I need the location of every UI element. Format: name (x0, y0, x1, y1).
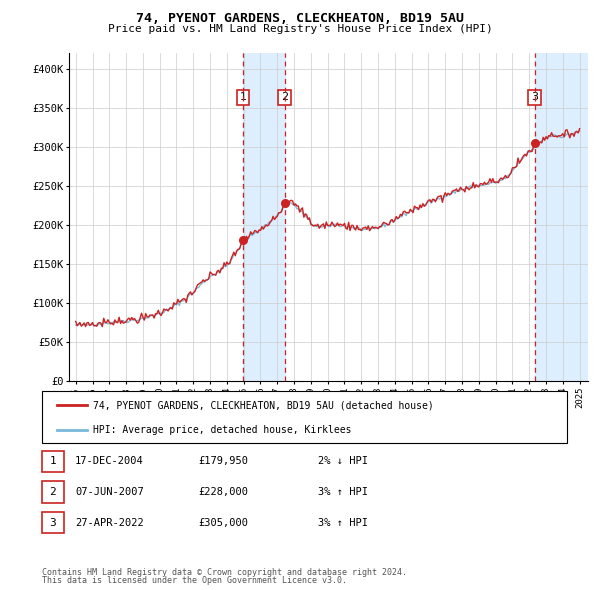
Text: £305,000: £305,000 (198, 518, 248, 527)
Bar (243, 53, 284, 381)
Text: 1: 1 (239, 92, 247, 102)
Text: 2: 2 (281, 92, 288, 102)
Text: 3% ↑ HPI: 3% ↑ HPI (318, 518, 368, 527)
Text: 27-APR-2022: 27-APR-2022 (75, 518, 144, 527)
Text: HPI: Average price, detached house, Kirklees: HPI: Average price, detached house, Kirk… (93, 425, 352, 434)
Bar (535, 53, 588, 381)
Text: 74, PYENOT GARDENS, CLECKHEATON, BD19 5AU: 74, PYENOT GARDENS, CLECKHEATON, BD19 5A… (136, 12, 464, 25)
Text: £179,950: £179,950 (198, 457, 248, 466)
Text: £228,000: £228,000 (198, 487, 248, 497)
Text: 3% ↑ HPI: 3% ↑ HPI (318, 487, 368, 497)
Text: This data is licensed under the Open Government Licence v3.0.: This data is licensed under the Open Gov… (42, 576, 347, 585)
Text: 3: 3 (531, 92, 538, 102)
Text: 2: 2 (49, 487, 56, 497)
Text: 2% ↓ HPI: 2% ↓ HPI (318, 457, 368, 466)
Text: 1: 1 (49, 457, 56, 466)
Text: 3: 3 (49, 518, 56, 527)
Text: Contains HM Land Registry data © Crown copyright and database right 2024.: Contains HM Land Registry data © Crown c… (42, 568, 407, 577)
Text: 07-JUN-2007: 07-JUN-2007 (75, 487, 144, 497)
Text: Price paid vs. HM Land Registry's House Price Index (HPI): Price paid vs. HM Land Registry's House … (107, 24, 493, 34)
Text: 74, PYENOT GARDENS, CLECKHEATON, BD19 5AU (detached house): 74, PYENOT GARDENS, CLECKHEATON, BD19 5A… (93, 400, 434, 410)
Text: 17-DEC-2004: 17-DEC-2004 (75, 457, 144, 466)
